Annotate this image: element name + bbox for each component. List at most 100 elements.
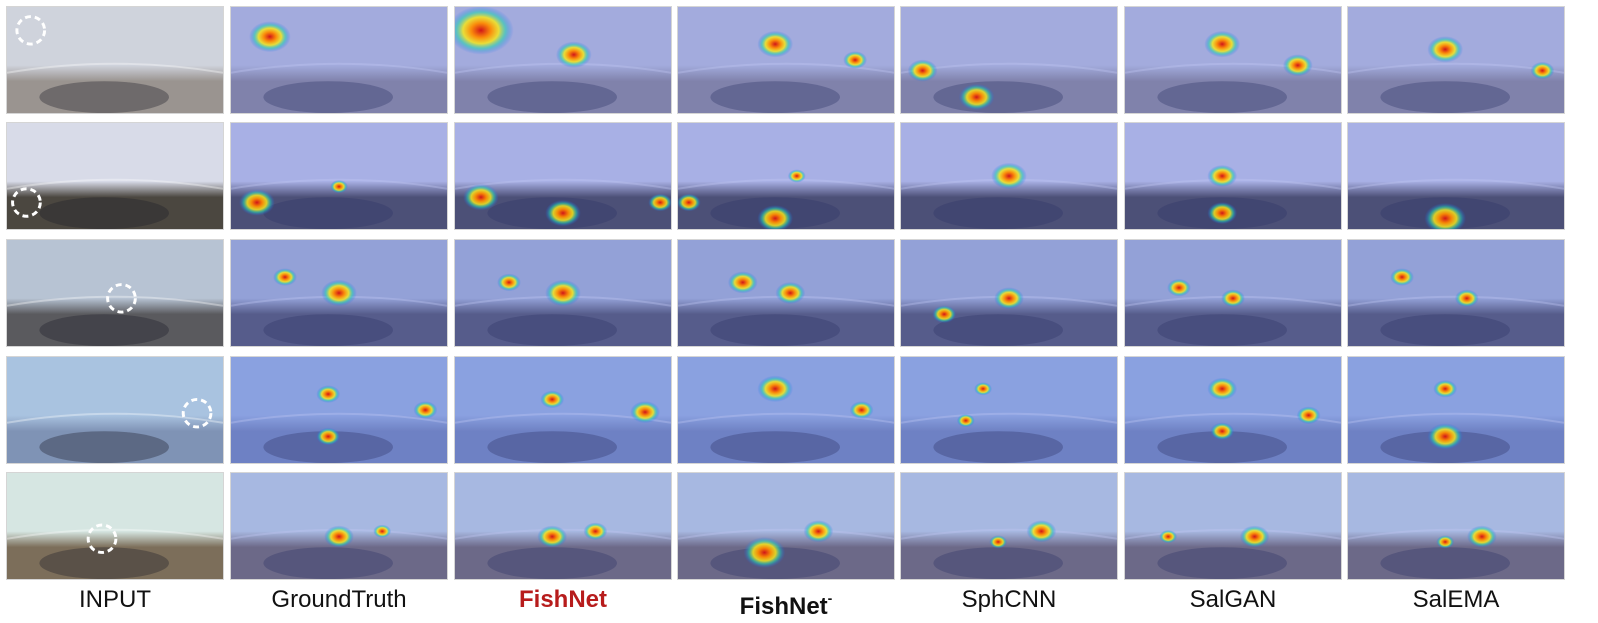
saliency-hotspot — [991, 162, 1027, 190]
saliency-hotspot — [1433, 379, 1458, 398]
saliency-hotspot — [727, 271, 758, 294]
saliency-hotspot — [757, 375, 794, 403]
panel-r4-map-1 — [230, 356, 448, 464]
saliency-hotspot — [1427, 36, 1464, 63]
panel-r2-map-3 — [677, 122, 895, 230]
saliency-hotspot — [1159, 529, 1178, 544]
column-label-text: INPUT — [79, 586, 151, 613]
column-label-5: SphCNN — [895, 584, 1123, 616]
panel-r2-map-1 — [230, 122, 448, 230]
panel-r5-map-1 — [230, 472, 448, 580]
panel-r3-map-3 — [677, 239, 895, 347]
column-label-text: FishNet — [518, 586, 607, 613]
saliency-hotspot — [907, 59, 938, 82]
saliency-hotspot — [413, 401, 438, 419]
column-label-6: SalGAN — [1119, 584, 1347, 616]
saliency-hotspot — [463, 183, 499, 211]
saliency-hotspot — [1467, 525, 1497, 548]
panel-r1-map-6 — [1347, 6, 1565, 114]
saliency-hotspot — [540, 390, 565, 409]
saliency-hotspot — [555, 41, 592, 68]
column-label-text: FishNet — [739, 593, 828, 620]
column-label-superscript: - — [827, 590, 833, 606]
saliency-hotspot — [678, 193, 701, 212]
saliency-hotspot — [1454, 289, 1479, 308]
saliency-hotspot — [1427, 423, 1464, 450]
saliency-hotspot — [803, 520, 834, 543]
panel-r4-map-3 — [677, 356, 895, 464]
panel-r4-input — [6, 356, 224, 464]
saliency-hotspot — [583, 522, 608, 541]
saliency-hotspot — [545, 279, 581, 307]
panel-r2-input — [6, 122, 224, 230]
panel-r2-map-6 — [1347, 122, 1565, 230]
panel-r5-map-6 — [1347, 472, 1565, 580]
panel-r1-map-4 — [900, 6, 1118, 114]
saliency-hotspot — [1207, 202, 1238, 225]
saliency-hotspot — [455, 7, 514, 55]
saliency-hotspot — [775, 281, 806, 305]
saliency-hotspot — [545, 199, 581, 227]
saliency-hotspot — [1210, 422, 1235, 441]
saliency-hotspot — [958, 83, 995, 111]
panel-r2-map-2 — [454, 122, 672, 230]
panel-r1-map-3 — [677, 6, 895, 114]
saliency-hotspot — [1282, 54, 1313, 77]
panel-r5-map-2 — [454, 472, 672, 580]
panel-r5-map-4 — [900, 472, 1118, 580]
column-label-3: FishNet — [449, 584, 677, 616]
saliency-hotspot — [1239, 525, 1270, 548]
saliency-hotspot — [757, 30, 794, 58]
saliency-hotspot — [787, 169, 806, 183]
saliency-hotspot — [974, 382, 992, 396]
panel-r5-input — [6, 472, 224, 580]
panel-r3-map-6 — [1347, 239, 1565, 347]
panel-r4-map-6 — [1347, 356, 1565, 464]
saliency-hotspot — [1167, 278, 1191, 297]
saliency-hotspot — [932, 305, 957, 324]
saliency-hotspot — [273, 268, 297, 286]
panel-r2-map-5 — [1124, 122, 1342, 230]
column-label-1: INPUT — [1, 584, 229, 616]
saliency-hotspot — [648, 193, 671, 212]
saliency-hotspot — [994, 287, 1024, 310]
saliency-hotspot — [956, 413, 975, 428]
panel-r5-map-3 — [677, 472, 895, 580]
saliency-hotspot — [1530, 61, 1555, 80]
column-label-7: SalEMA — [1342, 584, 1570, 616]
saliency-hotspot — [849, 401, 874, 419]
panel-r5-map-5 — [1124, 472, 1342, 580]
panel-r4-map-4 — [900, 356, 1118, 464]
panel-r1-map-5 — [1124, 6, 1342, 114]
saliency-hotspot — [989, 535, 1008, 549]
panel-r2-map-4 — [900, 122, 1118, 230]
panel-r3-input — [6, 239, 224, 347]
saliency-hotspot — [1436, 535, 1455, 549]
panel-r3-map-1 — [230, 239, 448, 347]
saliency-hotspot — [1026, 520, 1057, 543]
saliency-hotspot — [1207, 377, 1238, 400]
panel-r1-input — [6, 6, 224, 114]
panel-r3-map-2 — [454, 239, 672, 347]
saliency-hotspot — [373, 524, 392, 538]
panel-r3-map-5 — [1124, 239, 1342, 347]
panel-r4-map-5 — [1124, 356, 1342, 464]
column-label-4: FishNet- — [672, 584, 900, 623]
saliency-hotspot — [324, 525, 354, 548]
panel-r3-map-4 — [900, 239, 1118, 347]
saliency-hotspot — [249, 21, 291, 53]
saliency-hotspot — [843, 51, 868, 69]
saliency-hotspot — [757, 205, 794, 229]
saliency-hotspot — [330, 179, 348, 194]
saliency-hotspot — [316, 385, 341, 403]
saliency-hotspot — [1424, 202, 1467, 229]
saliency-hotspot — [239, 189, 275, 216]
column-label-2: GroundTruth — [225, 584, 453, 616]
column-label-text: SalGAN — [1189, 586, 1277, 613]
panel-r1-map-1 — [230, 6, 448, 114]
saliency-hotspot — [1296, 406, 1321, 425]
column-label-text: SphCNN — [961, 586, 1057, 613]
column-label-text: GroundTruth — [271, 586, 407, 613]
saliency-hotspot — [1204, 30, 1241, 58]
